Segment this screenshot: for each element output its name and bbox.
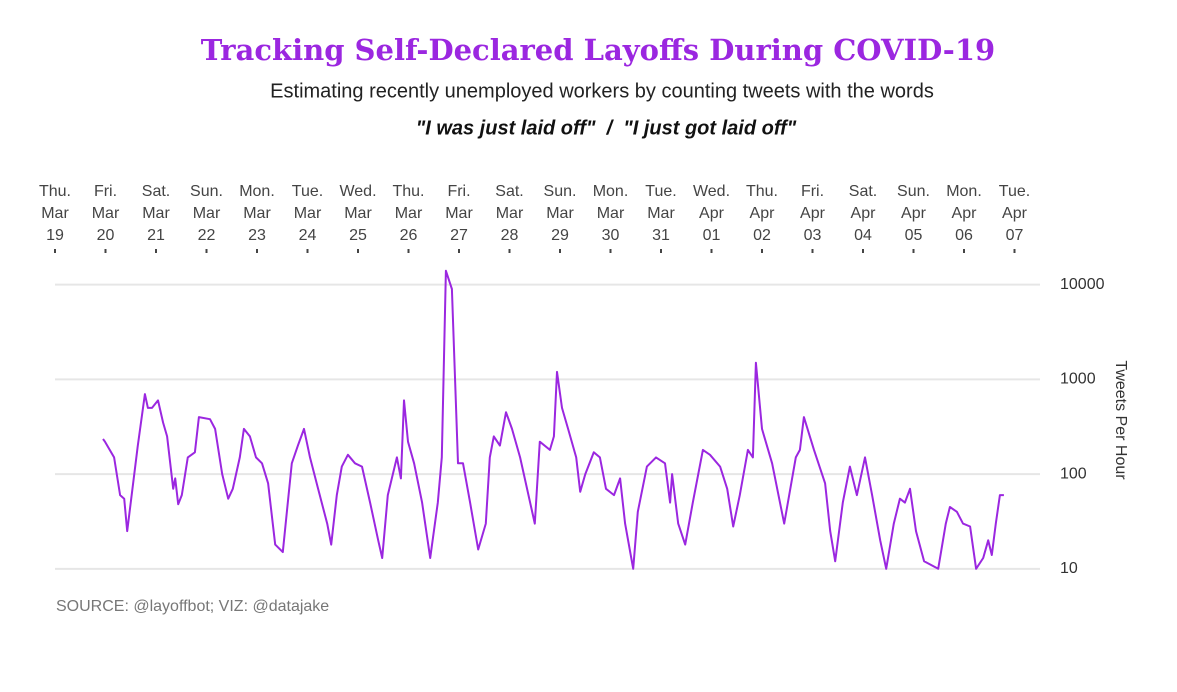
- x-tick-label: Mar: [193, 205, 221, 222]
- x-tick-label: 23: [248, 227, 266, 244]
- x-tick-label: Thu.: [392, 183, 424, 200]
- y-axis-title: Tweets Per Hour: [1112, 360, 1129, 480]
- x-tick-label: 06: [955, 227, 973, 244]
- x-tick-label: Mon.: [593, 183, 629, 200]
- x-tick-label: Mar: [445, 205, 473, 222]
- x-tick-label: Mar: [294, 205, 322, 222]
- x-tick-label: 02: [753, 227, 771, 244]
- chart-title: Tracking Self-Declared Layoffs During CO…: [201, 33, 995, 67]
- y-tick-label: 10: [1060, 560, 1078, 577]
- x-tick-label: Apr: [800, 205, 826, 222]
- x-tick-label: Mar: [496, 205, 524, 222]
- x-tick-label: Mar: [546, 205, 574, 222]
- x-tick-label: Apr: [1002, 205, 1028, 222]
- x-tick-label: 29: [551, 227, 569, 244]
- x-tick-label: Fri.: [94, 183, 117, 200]
- x-tick-label: 27: [450, 227, 468, 244]
- x-tick-label: 31: [652, 227, 670, 244]
- x-tick-label: Thu.: [746, 183, 778, 200]
- x-tick-label: Tue.: [645, 183, 676, 200]
- x-tick-label: 20: [97, 227, 115, 244]
- x-tick-label: 24: [299, 227, 317, 244]
- x-tick-label: 19: [46, 227, 64, 244]
- source-note: SOURCE: @layoffbot; VIZ: @datajake: [56, 598, 329, 615]
- x-tick-label: Mar: [597, 205, 625, 222]
- x-tick-label: Sun.: [897, 183, 930, 200]
- x-tick-label: Apr: [952, 205, 978, 222]
- x-tick-label: Mar: [142, 205, 170, 222]
- x-tick-label: 03: [804, 227, 822, 244]
- x-tick-label: 01: [703, 227, 721, 244]
- x-tick-label: Mar: [92, 205, 120, 222]
- x-tick-label: Mar: [344, 205, 372, 222]
- x-tick-label: Mar: [647, 205, 675, 222]
- chart-subtitle-2: "I was just laid off" / "I just got laid…: [416, 117, 797, 139]
- x-tick-label: 05: [905, 227, 923, 244]
- x-tick-label: 07: [1006, 227, 1024, 244]
- x-tick-label: Fri.: [447, 183, 470, 200]
- y-tick-label: 10000: [1060, 276, 1105, 293]
- x-tick-label: Apr: [851, 205, 877, 222]
- x-tick-label: Thu.: [39, 183, 71, 200]
- x-tick-label: Sat.: [142, 183, 170, 200]
- x-tick-label: Sat.: [495, 183, 523, 200]
- y-tick-label: 100: [1060, 465, 1087, 482]
- x-tick-label: 22: [198, 227, 216, 244]
- x-tick-label: Sun.: [190, 183, 223, 200]
- x-tick-label: Mar: [243, 205, 271, 222]
- x-tick-label: Mar: [41, 205, 69, 222]
- x-tick-label: Fri.: [801, 183, 824, 200]
- x-tick-label: Sat.: [849, 183, 877, 200]
- x-tick-label: Mon.: [946, 183, 982, 200]
- chart-subtitle: Estimating recently unemployed workers b…: [270, 80, 934, 102]
- x-tick-label: Tue.: [292, 183, 323, 200]
- data-line: [102, 269, 1004, 570]
- x-tick-label: 21: [147, 227, 165, 244]
- x-tick-label: Apr: [699, 205, 725, 222]
- x-tick-label: Tue.: [999, 183, 1030, 200]
- x-tick-label: 04: [854, 227, 872, 244]
- x-tick-label: 30: [602, 227, 620, 244]
- x-tick-label: Wed.: [693, 183, 730, 200]
- x-tick-label: 25: [349, 227, 367, 244]
- x-tick-label: Apr: [901, 205, 927, 222]
- x-tick-label: 28: [501, 227, 519, 244]
- x-tick-label: Mon.: [239, 183, 275, 200]
- x-tick-label: Wed.: [339, 183, 376, 200]
- y-tick-label: 1000: [1060, 371, 1096, 388]
- x-tick-label: 26: [400, 227, 418, 244]
- x-tick-label: Apr: [750, 205, 776, 222]
- x-tick-label: Sun.: [544, 183, 577, 200]
- x-tick-label: Mar: [395, 205, 423, 222]
